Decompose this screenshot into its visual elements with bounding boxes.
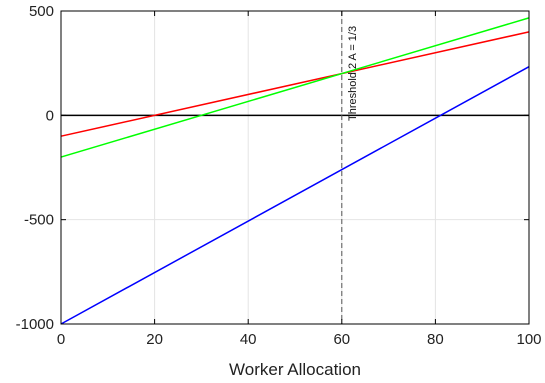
- threshold-label: Threshold 2 A = 1/3: [347, 26, 359, 121]
- series-line-3: [60, 66, 530, 325]
- x-axis-label: Worker Allocation: [229, 360, 361, 379]
- x-tick-label: 80: [427, 331, 444, 348]
- reference-lines: Threshold 2 A = 1/3: [61, 11, 529, 324]
- plot-frame: [60, 10, 530, 325]
- series-layer: [60, 17, 530, 325]
- x-tick-label: 0: [57, 331, 65, 348]
- y-tick-label: 500: [29, 3, 54, 20]
- series-line-1: [60, 31, 530, 137]
- x-tick-label: 20: [146, 331, 163, 348]
- x-tick-label: 100: [516, 331, 541, 348]
- x-tick-label: 60: [333, 331, 350, 348]
- series-line-2: [60, 17, 530, 158]
- x-tick-label: 40: [240, 331, 257, 348]
- y-tick-label: -1000: [16, 316, 54, 333]
- y-tick-label: -500: [24, 212, 54, 229]
- plot-background: [61, 11, 529, 324]
- tick-layer: 0 20 40 60 80 100 -1000 -500 0 500: [16, 3, 542, 348]
- y-tick-label: 0: [46, 107, 54, 124]
